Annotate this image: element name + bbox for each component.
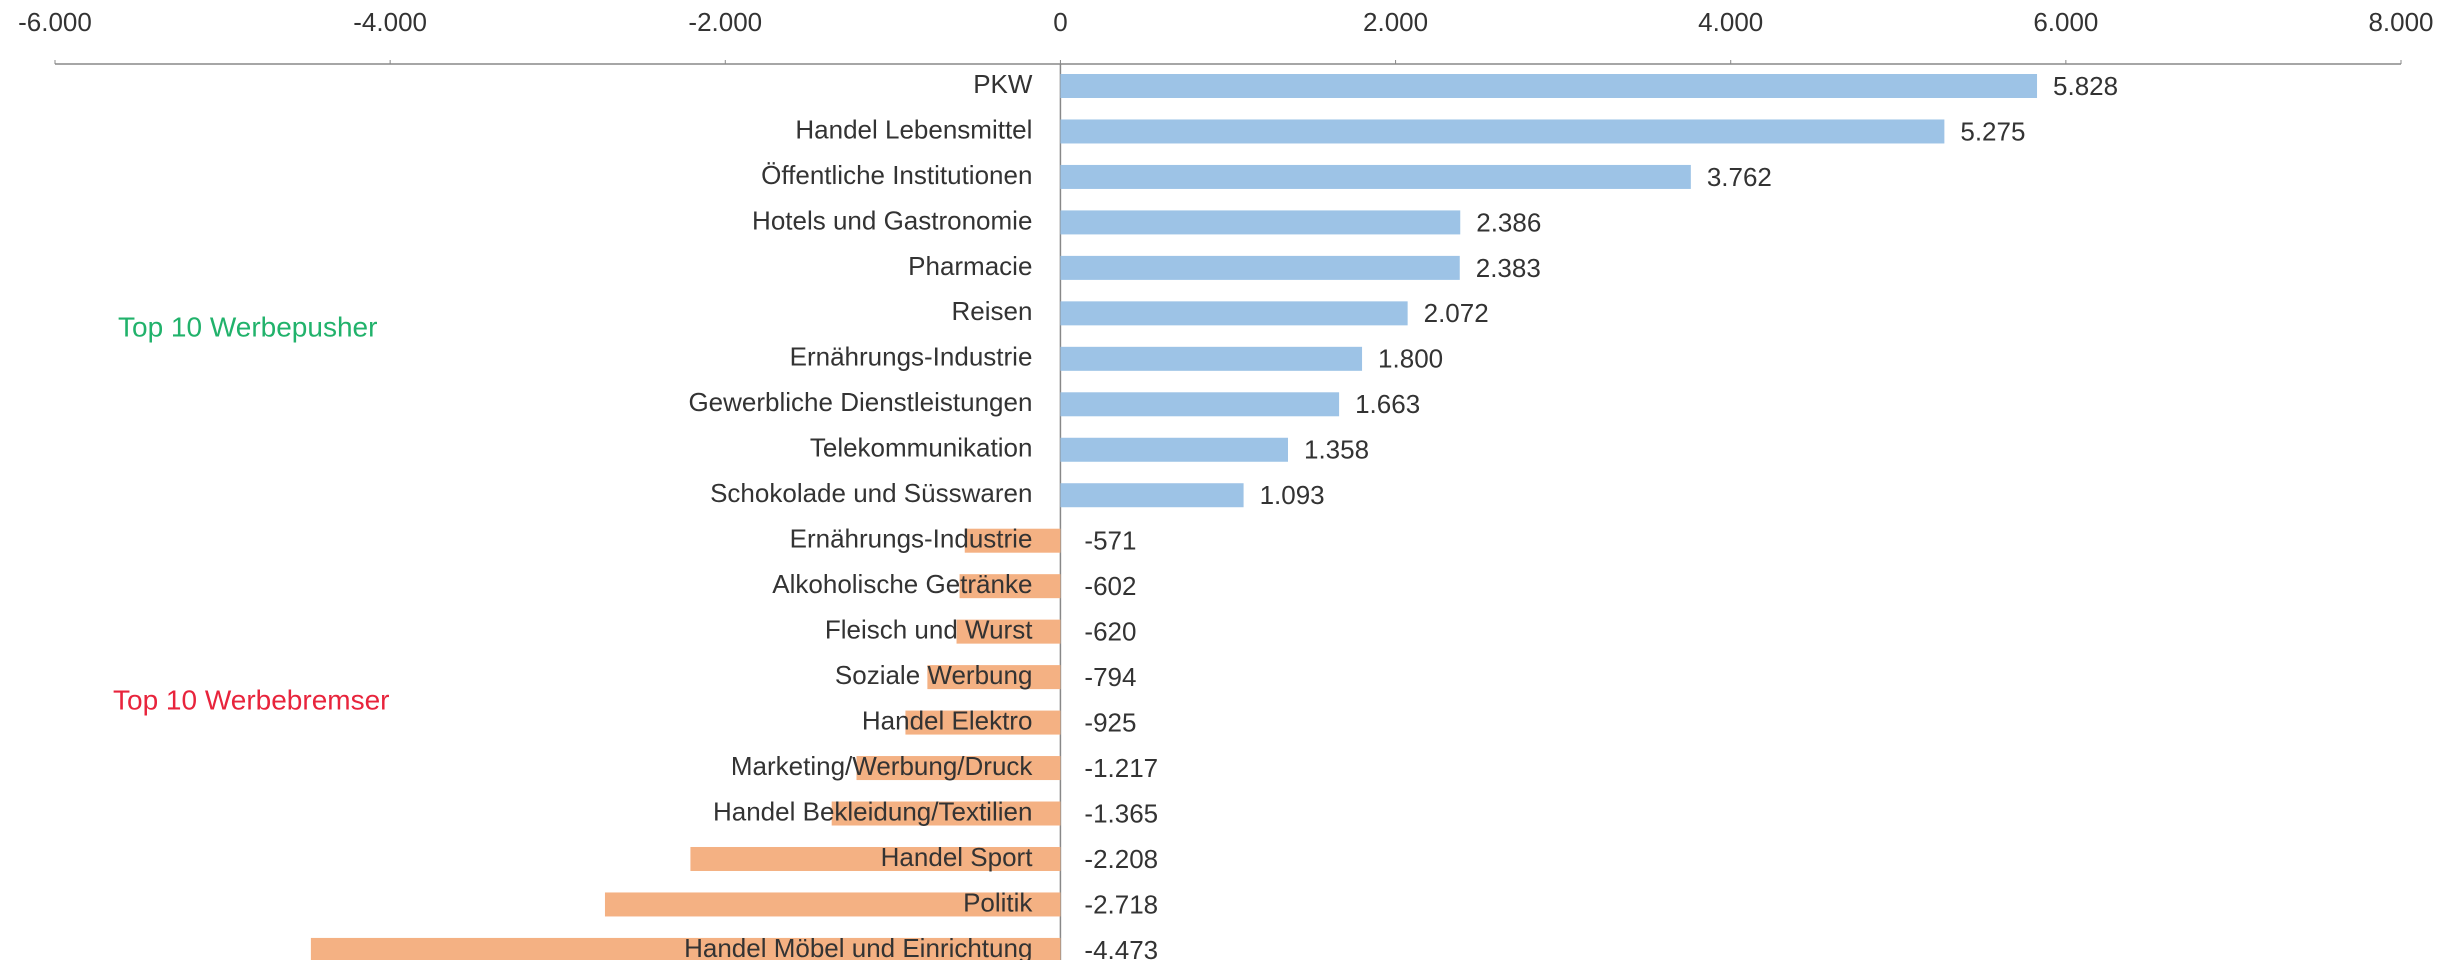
- x-tick-label: 8.000: [2368, 7, 2433, 37]
- category-label: Handel Bekleidung/Textilien: [713, 796, 1032, 826]
- category-label: Ernährungs-Industrie: [790, 524, 1033, 554]
- category-label: Alkoholische Getränke: [772, 569, 1032, 599]
- bar: [856, 756, 1061, 781]
- category-label: Marketing/Werbung/Druck: [731, 751, 1034, 781]
- category-label: Handel Elektro: [862, 705, 1033, 735]
- value-label: 5.275: [1960, 116, 2025, 146]
- x-tick-label: -6.000: [18, 7, 92, 37]
- x-tick-label: 0: [1053, 7, 1067, 37]
- category-label: Handel Sport: [881, 842, 1034, 872]
- category-label: Fleisch und Wurst: [825, 615, 1033, 645]
- bar: [927, 665, 1061, 690]
- value-label: -2.718: [1084, 889, 1158, 919]
- category-label: Gewerbliche Dienstleistungen: [688, 387, 1032, 417]
- bar: [1060, 119, 1945, 144]
- value-label: -2.208: [1084, 844, 1158, 874]
- bar: [310, 937, 1061, 960]
- value-label: 2.072: [1424, 298, 1489, 328]
- bar: [1060, 164, 1691, 189]
- value-label: -4.473: [1084, 935, 1158, 960]
- value-label: -602: [1084, 571, 1136, 601]
- category-label: Schokolade und Süsswaren: [710, 478, 1032, 508]
- category-label: Soziale Werbung: [835, 660, 1033, 690]
- value-label: -925: [1084, 707, 1136, 737]
- x-tick-label: -4.000: [353, 7, 427, 37]
- category-label: Politik: [963, 887, 1033, 917]
- bar: [964, 528, 1061, 553]
- value-label: 3.762: [1707, 162, 1772, 192]
- category-label: Öffentliche Institutionen: [761, 160, 1032, 190]
- value-label: -620: [1084, 617, 1136, 647]
- value-label: -571: [1084, 526, 1136, 556]
- x-tick-label: 2.000: [1363, 7, 1428, 37]
- category-label: Reisen: [951, 296, 1032, 326]
- bar: [1060, 255, 1460, 280]
- category-label: Hotels und Gastronomie: [752, 205, 1032, 235]
- value-label: 1.358: [1304, 435, 1369, 465]
- bar: [604, 892, 1061, 917]
- value-label: 2.386: [1476, 207, 1541, 237]
- value-label: -1.217: [1084, 753, 1158, 783]
- bar: [1060, 301, 1408, 326]
- bar: [1060, 483, 1244, 508]
- value-label: -1.365: [1084, 798, 1158, 828]
- x-tick-label: 6.000: [2033, 7, 2098, 37]
- bar: [1060, 437, 1288, 462]
- category-label: Telekommunikation: [810, 433, 1033, 463]
- x-tick-label: 4.000: [1698, 7, 1763, 37]
- category-label: Handel Möbel und Einrichtung: [684, 933, 1032, 960]
- bar: [905, 710, 1061, 735]
- value-label: 5.828: [2053, 71, 2118, 101]
- bar: [956, 619, 1061, 644]
- bar: [831, 801, 1061, 826]
- category-label: PKW: [973, 69, 1033, 99]
- bar: [1060, 392, 1340, 417]
- bar: [1060, 210, 1461, 235]
- bar: [1060, 346, 1363, 371]
- category-label: Ernährungs-Industrie: [790, 342, 1033, 372]
- x-tick-label: -2.000: [688, 7, 762, 37]
- value-label: 1.663: [1355, 389, 1420, 419]
- bar: [1060, 74, 2038, 98]
- annotation: Top 10 Werbepusher: [118, 311, 377, 342]
- value-label: 1.093: [1260, 480, 1325, 510]
- annotation: Top 10 Werbebremser: [113, 684, 390, 715]
- bar: [959, 574, 1061, 599]
- value-label: 1.800: [1378, 344, 1443, 374]
- value-label: 2.383: [1476, 253, 1541, 283]
- bar: [690, 846, 1061, 871]
- category-label: Handel Lebensmittel: [795, 114, 1032, 144]
- value-label: -794: [1084, 662, 1136, 692]
- category-label: Pharmacie: [908, 251, 1032, 281]
